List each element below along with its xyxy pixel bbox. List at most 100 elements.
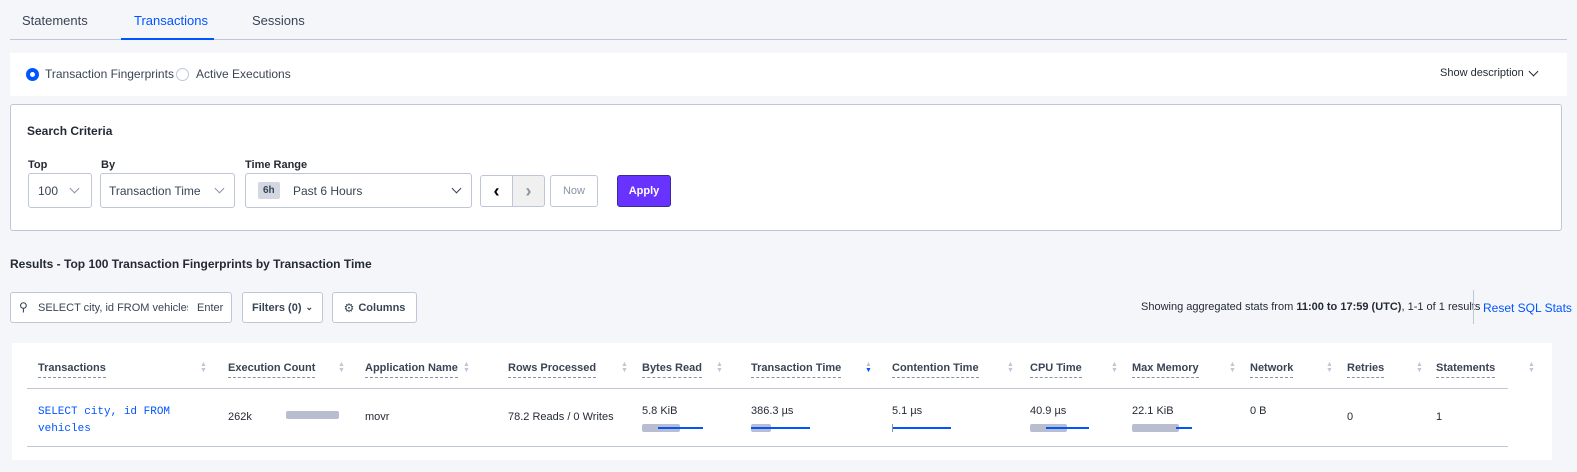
network-cell: 0 B xyxy=(1250,405,1267,417)
chevron-down-icon xyxy=(69,183,80,194)
column-header[interactable]: Transactions xyxy=(38,362,106,378)
chevron-right-icon: › xyxy=(525,180,532,201)
column-header[interactable]: Contention Time xyxy=(892,362,979,378)
chevron-left-icon: ‹ xyxy=(493,180,500,201)
tab-statements[interactable]: Statements xyxy=(22,13,88,28)
chevron-down-icon xyxy=(451,183,462,194)
time-forward-button[interactable]: › xyxy=(512,175,545,207)
tab-sessions[interactable]: Sessions xyxy=(252,13,305,28)
bytes-read-bar xyxy=(642,424,703,432)
bytes-read-cell: 5.8 KiB xyxy=(642,405,678,417)
time-range-value: Past 6 Hours xyxy=(293,184,363,198)
header-divider xyxy=(27,388,1508,389)
column-header[interactable]: Bytes Read xyxy=(642,362,702,378)
column-header[interactable]: Max Memory xyxy=(1132,362,1199,378)
application-name-cell: movr xyxy=(365,411,390,423)
results-summary: Showing aggregated stats from 11:00 to 1… xyxy=(1141,301,1480,313)
time-back-button[interactable]: ‹ xyxy=(480,175,513,207)
sort-icon[interactable]: ▲ ▼ xyxy=(1229,361,1236,374)
sort-icon[interactable]: ▲ ▼ xyxy=(200,361,207,374)
columns-label: Columns xyxy=(358,301,406,314)
by-select[interactable]: Transaction Time xyxy=(100,173,235,208)
column-header[interactable]: Network xyxy=(1250,362,1294,378)
mean-bar xyxy=(286,411,339,419)
max-memory-cell: 22.1 KiB xyxy=(1132,405,1174,417)
search-icon: ⚲ xyxy=(19,300,28,314)
sort-icon[interactable]: ▲ ▼ xyxy=(1326,361,1333,374)
search-criteria-panel: Search Criteria Top By Time Range 100 Tr… xyxy=(10,104,1562,231)
filters-button[interactable]: Filters (0) ⌄ xyxy=(242,292,323,323)
chevron-down-icon xyxy=(1528,66,1539,77)
sort-icon[interactable]: ▲ ▼ xyxy=(463,361,470,374)
contention-time-bar xyxy=(892,424,951,432)
time-range-select[interactable]: 6h Past 6 Hours xyxy=(245,173,472,208)
transaction-link[interactable]: SELECT city, id FROM vehicles xyxy=(38,404,170,438)
time-range-label: Time Range xyxy=(245,159,308,171)
sort-icon[interactable]: ▲ ▼ xyxy=(1416,361,1423,374)
deviation-line xyxy=(1175,427,1192,429)
chevron-down-icon xyxy=(214,183,225,194)
apply-button[interactable]: Apply xyxy=(617,175,671,207)
by-label: By xyxy=(101,159,116,171)
statements-cell: 1 xyxy=(1436,411,1443,423)
rows-processed-cell: 78.2 Reads / 0 Writes xyxy=(508,411,614,423)
divider xyxy=(1473,290,1474,324)
deviation-line xyxy=(751,427,810,429)
column-header[interactable]: Execution Count xyxy=(228,362,316,378)
deviation-line xyxy=(658,427,703,429)
deviation-line xyxy=(892,427,951,429)
show-description-toggle[interactable]: Show description xyxy=(1440,66,1539,79)
sort-icon[interactable]: ▲ ▼ xyxy=(1528,361,1535,374)
execution-count-bar xyxy=(286,411,339,419)
transaction-text: vehicles xyxy=(38,423,91,435)
sort-icon[interactable]: ▲ ▼ xyxy=(338,361,345,374)
deviation-line xyxy=(1045,427,1089,429)
column-header[interactable]: Rows Processed xyxy=(508,362,597,378)
column-header[interactable]: Transaction Time xyxy=(751,362,842,378)
sort-icon[interactable]: ▲ ▼ xyxy=(1007,361,1014,374)
results-title: Results - Top 100 Transaction Fingerprin… xyxy=(10,257,372,271)
view-toggle-panel: Transaction Fingerprints Active Executio… xyxy=(10,53,1567,96)
sort-icon[interactable]: ▲ ▼ xyxy=(716,361,723,374)
retries-cell: 0 xyxy=(1347,411,1354,423)
column-header[interactable]: Statements xyxy=(1436,362,1496,378)
columns-button[interactable]: ⚙ Columns xyxy=(332,292,417,323)
active-tab-indicator xyxy=(121,38,214,40)
summary-suffix: , 1-1 of 1 results xyxy=(1401,301,1481,313)
by-value: Transaction Time xyxy=(109,184,201,198)
top-label: Top xyxy=(28,159,48,171)
gear-icon: ⚙ xyxy=(343,300,355,315)
show-description-label: Show description xyxy=(1440,67,1524,79)
tab-divider xyxy=(10,39,1567,40)
radio-transaction-fingerprints[interactable] xyxy=(26,68,39,81)
radio-active-executions[interactable] xyxy=(176,68,189,81)
summary-tz: (UTC) xyxy=(1371,301,1402,313)
cpu-time-bar xyxy=(1030,424,1089,432)
contention-time-cell: 5.1 µs xyxy=(892,405,923,417)
search-input[interactable]: ⚲ SELECT city, id FROM vehicles W Enter xyxy=(10,292,232,323)
zero-tick xyxy=(892,424,893,432)
radio-label: Active Executions xyxy=(196,67,291,81)
execution-count-cell: 262k xyxy=(228,411,252,423)
sort-icon[interactable]: ▲ ▼ xyxy=(865,361,872,374)
search-value: SELECT city, id FROM vehicles W xyxy=(38,302,188,314)
mean-bar xyxy=(1132,424,1179,432)
top-select[interactable]: 100 xyxy=(28,173,92,208)
top-value: 100 xyxy=(38,184,59,198)
transaction-time-cell: 386.3 µs xyxy=(751,405,794,417)
column-header[interactable]: Application Name xyxy=(365,362,458,378)
now-button[interactable]: Now xyxy=(550,175,598,207)
chevron-down-icon: ⌄ xyxy=(305,302,314,312)
tab-transactions[interactable]: Transactions xyxy=(134,13,208,28)
max-memory-bar xyxy=(1132,424,1192,432)
radio-label: Transaction Fingerprints xyxy=(45,67,174,81)
search-enter-hint: Enter xyxy=(197,302,224,314)
column-header[interactable]: Retries xyxy=(1347,362,1385,378)
search-criteria-title: Search Criteria xyxy=(27,124,113,138)
transactions-table xyxy=(12,343,1552,460)
sort-icon[interactable]: ▲ ▼ xyxy=(621,361,628,374)
reset-sql-stats-link[interactable]: Reset SQL Stats xyxy=(1483,301,1572,315)
column-header[interactable]: CPU Time xyxy=(1030,362,1082,378)
sort-icon[interactable]: ▲ ▼ xyxy=(1111,361,1118,374)
filters-label: Filters (0) xyxy=(251,301,302,314)
